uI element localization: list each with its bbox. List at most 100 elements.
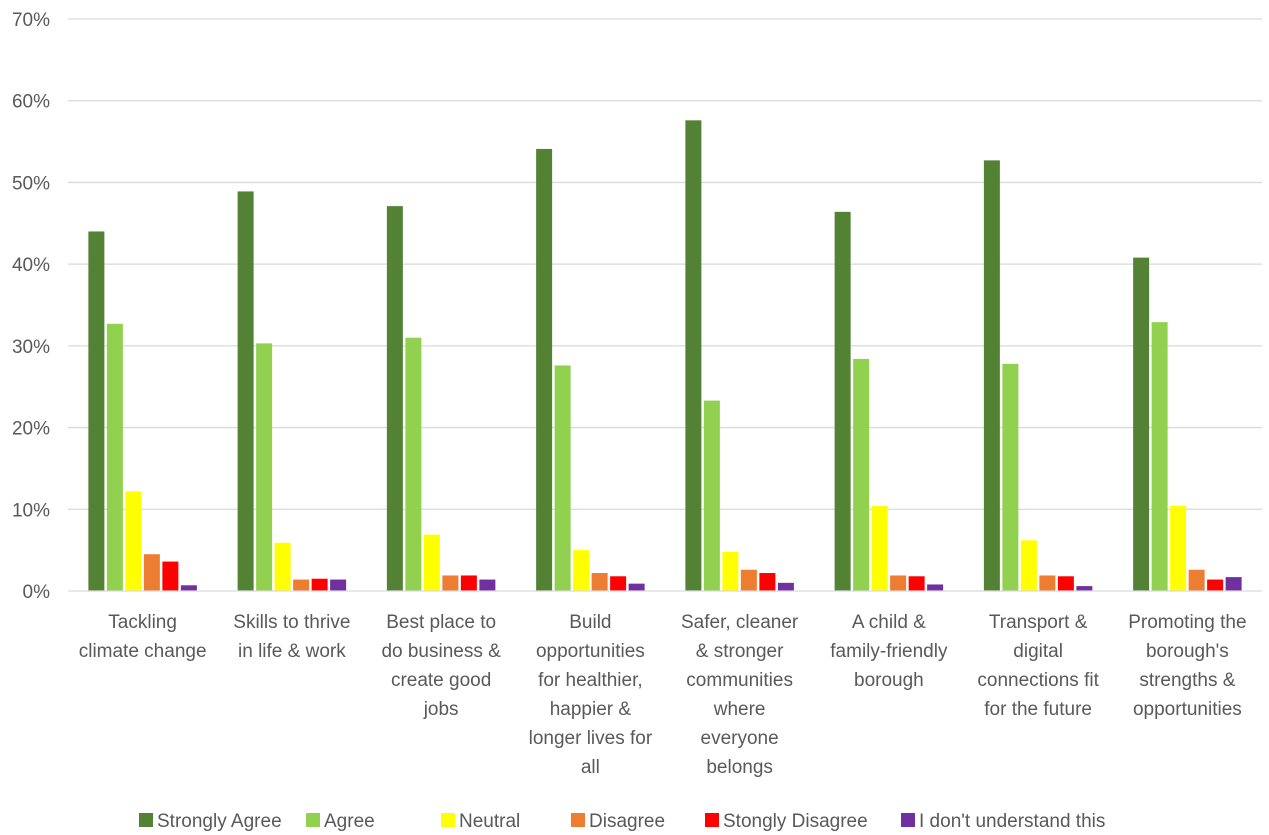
x-category-label-line: A child & xyxy=(852,612,926,633)
legend-swatch xyxy=(571,813,585,827)
bar-neutral xyxy=(423,534,440,591)
x-category-label-line: longer lives for xyxy=(529,728,653,749)
bar-stongly-disagree xyxy=(759,573,776,591)
bar-agree xyxy=(405,337,422,591)
bar-i-don-t-understand-this xyxy=(1225,577,1242,591)
bar-i-don-t-understand-this xyxy=(479,579,496,591)
bar-neutral xyxy=(871,506,888,591)
x-category-label-line: Promoting the xyxy=(1128,612,1246,633)
x-category-label-line: happier & xyxy=(550,699,632,720)
bar-agree xyxy=(853,358,870,591)
bar-disagree xyxy=(442,575,459,591)
legend-swatch xyxy=(441,813,455,827)
x-category-label-line: all xyxy=(581,757,600,778)
bar-i-don-t-understand-this xyxy=(330,579,347,591)
bar-i-don-t-understand-this xyxy=(777,582,794,591)
bar-i-don-t-understand-this xyxy=(1076,586,1093,591)
x-category-label: Best place to do business & create good job… xyxy=(381,612,501,720)
legend-label: Strongly Agree xyxy=(157,811,282,832)
bar-strongly-agree xyxy=(685,120,702,591)
y-tick-label: 0% xyxy=(23,582,51,603)
legend: Strongly Agree Agree Neutral Disagree Stongl… xyxy=(139,811,1105,832)
x-category-label-line: borough's xyxy=(1146,641,1229,662)
bar-disagree xyxy=(1188,569,1205,591)
bar-disagree xyxy=(591,573,608,591)
bar-strongly-agree xyxy=(536,148,553,591)
x-category-label-line: borough xyxy=(854,670,924,691)
y-axis-tick-labels: 0% 10% 20% 30% 40% 50% 60% 70% xyxy=(12,10,50,603)
bar-stongly-disagree xyxy=(610,576,627,591)
bar-neutral xyxy=(125,491,142,591)
bar-disagree xyxy=(293,579,310,591)
bar-strongly-agree xyxy=(237,191,254,591)
bar-stongly-disagree xyxy=(1207,579,1224,591)
x-category-label-line: create good xyxy=(391,670,491,691)
y-tick-label: 50% xyxy=(12,173,50,194)
x-category-label-line: family-friendly xyxy=(830,641,948,662)
legend-label: Stongly Disagree xyxy=(723,811,868,832)
y-tick-label: 60% xyxy=(12,92,50,113)
bar-agree xyxy=(554,365,571,591)
bar-disagree xyxy=(890,575,907,591)
bar-i-don-t-understand-this xyxy=(180,585,197,591)
y-tick-label: 70% xyxy=(12,10,50,31)
bar-agree xyxy=(1002,363,1019,591)
x-category-label: Skills to thrive in life & work xyxy=(233,612,350,662)
bar-strongly-agree xyxy=(386,206,403,591)
x-category-label-line: Transport & xyxy=(989,612,1088,633)
bar-neutral xyxy=(274,542,291,591)
x-category-label-line: opportunities xyxy=(536,641,645,662)
legend-label: Agree xyxy=(324,811,375,832)
legend-label: Neutral xyxy=(459,811,520,832)
bar-stongly-disagree xyxy=(908,576,925,591)
x-category-label-line: Tackling xyxy=(108,612,177,633)
x-category-label: Tackling climate change xyxy=(79,612,207,662)
x-category-label-line: everyone xyxy=(701,728,779,749)
x-category-label: A child & family-friendly borough xyxy=(830,612,948,691)
x-category-label-line: Safer, cleaner xyxy=(681,612,799,633)
x-category-label-line: Build xyxy=(569,612,611,633)
bar-disagree xyxy=(1039,575,1056,591)
x-category-label-line: Best place to xyxy=(386,612,496,633)
bar-neutral xyxy=(1020,540,1037,591)
x-category-label-line: connections fit xyxy=(977,670,1099,691)
x-category-label-line: communities xyxy=(686,670,793,691)
bar-agree xyxy=(1151,322,1168,591)
x-category-label-line: digital xyxy=(1013,641,1063,662)
legend-label: Disagree xyxy=(589,811,665,832)
bar-neutral xyxy=(573,550,590,591)
bar-agree xyxy=(106,323,123,591)
bar-i-don-t-understand-this xyxy=(628,583,645,591)
bar-strongly-agree xyxy=(1133,257,1150,591)
x-category-label-line: for the future xyxy=(984,699,1092,720)
bar-agree xyxy=(703,400,720,591)
x-category-label-line: strengths & xyxy=(1139,670,1235,691)
bar-disagree xyxy=(740,569,757,591)
x-category-label-line: Skills to thrive xyxy=(233,612,350,633)
bar-stongly-disagree xyxy=(162,561,179,591)
bar-strongly-agree xyxy=(88,231,105,591)
x-category-label-line: climate change xyxy=(79,641,207,662)
legend-swatch xyxy=(139,813,153,827)
bar-i-don-t-understand-this xyxy=(927,584,944,591)
x-category-label-line: for healthier, xyxy=(538,670,643,691)
bar-agree xyxy=(256,343,273,591)
x-category-label-line: jobs xyxy=(423,699,459,720)
bar-stongly-disagree xyxy=(1057,576,1074,591)
x-category-label-line: & stronger xyxy=(696,641,784,662)
y-tick-label: 30% xyxy=(12,337,50,358)
x-category-label: Build opportunities for healthier, happier … xyxy=(529,612,653,778)
bar-strongly-agree xyxy=(834,211,851,592)
y-tick-label: 10% xyxy=(12,500,50,521)
x-category-label-line: in life & work xyxy=(238,641,346,662)
legend-swatch xyxy=(306,813,320,827)
x-category-label: Safer, cleaner & stronger communities where… xyxy=(681,612,799,778)
bars xyxy=(88,120,1242,592)
bar-neutral xyxy=(722,551,739,591)
x-category-label: Promoting the borough's strengths & opportu… xyxy=(1128,612,1246,720)
x-category-label-line: belongs xyxy=(706,757,773,778)
bar-neutral xyxy=(1170,506,1187,591)
bar-strongly-agree xyxy=(983,160,1000,591)
bar-stongly-disagree xyxy=(311,578,328,591)
